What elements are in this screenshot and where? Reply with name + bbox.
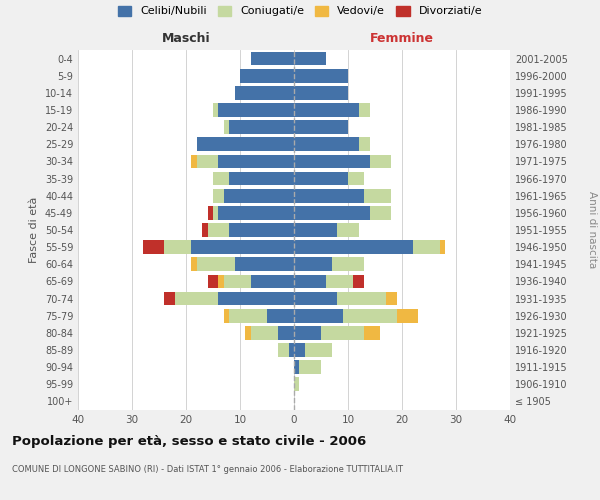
Legend: Celibi/Nubili, Coniugati/e, Vedovi/e, Divorziati/e: Celibi/Nubili, Coniugati/e, Vedovi/e, Di… bbox=[118, 6, 482, 16]
Bar bbox=[218, 154, 294, 168]
Bar bbox=[364, 189, 391, 202]
Bar bbox=[294, 52, 326, 66]
Bar bbox=[397, 309, 418, 322]
Bar bbox=[337, 292, 386, 306]
Bar bbox=[197, 138, 294, 151]
Bar bbox=[218, 206, 294, 220]
Bar bbox=[294, 120, 348, 134]
Bar bbox=[343, 309, 397, 322]
Bar bbox=[359, 138, 370, 151]
Bar bbox=[245, 326, 251, 340]
Bar bbox=[213, 206, 218, 220]
Bar bbox=[294, 138, 359, 151]
Bar bbox=[294, 343, 305, 357]
Bar bbox=[240, 69, 294, 82]
Bar bbox=[191, 258, 197, 271]
Bar bbox=[235, 258, 294, 271]
Bar bbox=[197, 258, 235, 271]
Bar bbox=[191, 240, 294, 254]
Bar bbox=[218, 103, 294, 117]
Bar bbox=[218, 274, 224, 288]
Bar bbox=[213, 103, 218, 117]
Text: COMUNE DI LONGONE SABINO (RI) - Dati ISTAT 1° gennaio 2006 - Elaborazione TUTTIT: COMUNE DI LONGONE SABINO (RI) - Dati IST… bbox=[12, 465, 403, 474]
Bar bbox=[224, 189, 294, 202]
Text: Femmine: Femmine bbox=[370, 32, 434, 45]
Bar bbox=[267, 309, 294, 322]
Bar bbox=[289, 343, 294, 357]
Bar bbox=[294, 206, 370, 220]
Bar bbox=[294, 378, 299, 391]
Bar bbox=[337, 223, 359, 237]
Y-axis label: Fasce di età: Fasce di età bbox=[29, 197, 39, 263]
Bar bbox=[294, 240, 413, 254]
Bar bbox=[294, 103, 359, 117]
Bar bbox=[294, 172, 348, 185]
Bar bbox=[278, 343, 289, 357]
Bar bbox=[386, 292, 397, 306]
Bar bbox=[321, 326, 364, 340]
Bar bbox=[191, 154, 197, 168]
Bar bbox=[224, 274, 251, 288]
Bar bbox=[299, 360, 321, 374]
Bar bbox=[229, 172, 294, 185]
Bar bbox=[332, 258, 364, 271]
Bar bbox=[213, 172, 229, 185]
Bar bbox=[294, 86, 348, 100]
Bar bbox=[294, 326, 321, 340]
Bar bbox=[294, 258, 332, 271]
Bar bbox=[213, 189, 224, 202]
Bar bbox=[235, 86, 294, 100]
Bar bbox=[229, 120, 294, 134]
Bar bbox=[294, 69, 348, 82]
Bar bbox=[251, 274, 294, 288]
Bar bbox=[278, 326, 294, 340]
Bar bbox=[294, 274, 326, 288]
Bar bbox=[294, 154, 370, 168]
Bar bbox=[359, 103, 370, 117]
Bar bbox=[229, 309, 267, 322]
Bar bbox=[294, 360, 299, 374]
Bar bbox=[143, 240, 164, 254]
Bar bbox=[202, 223, 208, 237]
Bar bbox=[370, 206, 391, 220]
Bar bbox=[218, 292, 294, 306]
Bar bbox=[326, 274, 353, 288]
Bar bbox=[294, 223, 337, 237]
Bar bbox=[164, 292, 175, 306]
Bar bbox=[294, 309, 343, 322]
Bar bbox=[197, 154, 218, 168]
Bar bbox=[370, 154, 391, 168]
Bar bbox=[164, 240, 191, 254]
Text: Anni di nascita: Anni di nascita bbox=[587, 192, 597, 268]
Text: Maschi: Maschi bbox=[161, 32, 211, 45]
Bar bbox=[294, 292, 337, 306]
Bar bbox=[305, 343, 332, 357]
Bar bbox=[440, 240, 445, 254]
Bar bbox=[229, 223, 294, 237]
Bar bbox=[208, 206, 213, 220]
Bar bbox=[208, 274, 218, 288]
Bar bbox=[364, 326, 380, 340]
Bar bbox=[224, 309, 229, 322]
Bar bbox=[208, 223, 229, 237]
Text: Popolazione per età, sesso e stato civile - 2006: Popolazione per età, sesso e stato civil… bbox=[12, 435, 366, 448]
Bar bbox=[413, 240, 440, 254]
Bar bbox=[353, 274, 364, 288]
Bar bbox=[294, 189, 364, 202]
Bar bbox=[251, 52, 294, 66]
Bar bbox=[348, 172, 364, 185]
Bar bbox=[175, 292, 218, 306]
Bar bbox=[224, 120, 229, 134]
Bar bbox=[251, 326, 278, 340]
